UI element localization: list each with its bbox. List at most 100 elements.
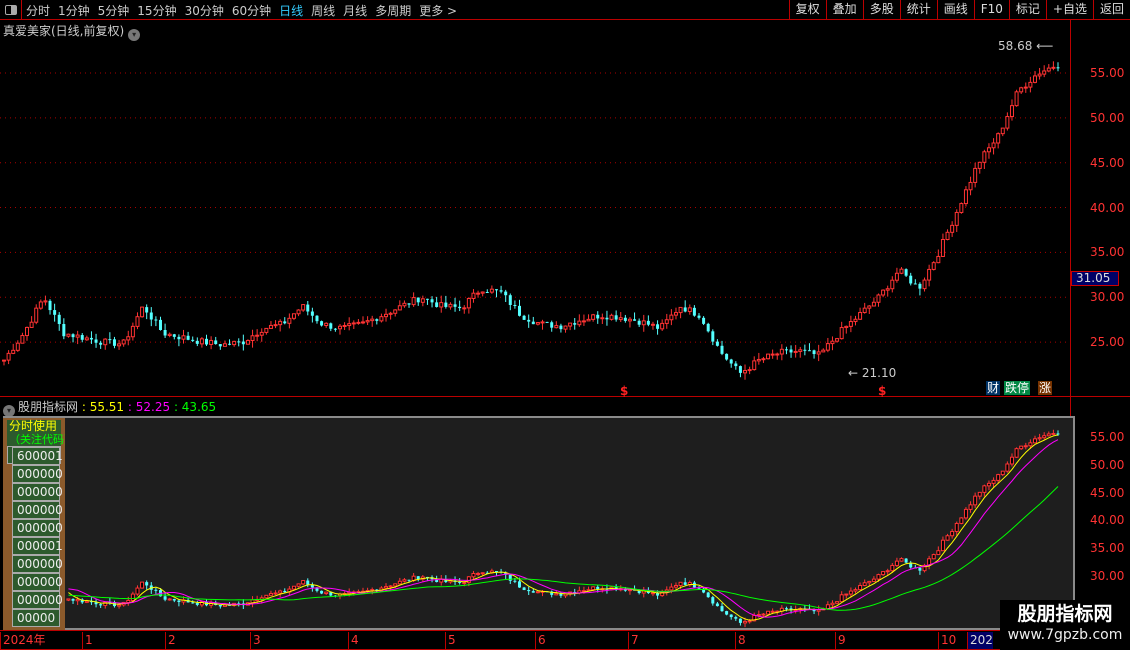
tool-button[interactable]: 复权 [788, 0, 826, 20]
candle-body [1042, 435, 1047, 439]
candle-body [29, 321, 34, 328]
candle-body [559, 593, 563, 596]
candle-body [186, 335, 190, 340]
candle-body [94, 339, 98, 343]
price-tick: 35.00 [1090, 245, 1125, 260]
candle-body [876, 294, 881, 303]
candle-body [80, 599, 84, 603]
candle-body [581, 320, 586, 323]
candle-body [84, 337, 89, 341]
period-tab[interactable]: 30分钟 [184, 4, 224, 18]
chevron-down-icon[interactable]: ▾ [3, 405, 15, 417]
candle-body [821, 349, 826, 353]
watch-code[interactable]: 00000 [12, 609, 60, 627]
tool-button[interactable]: +自选 [1045, 0, 1093, 20]
period-tab[interactable]: 60分钟 [231, 4, 272, 18]
period-tab[interactable]: 1分钟 [58, 4, 90, 18]
candle-body [351, 322, 356, 325]
candle-body [807, 350, 811, 352]
period-tab[interactable]: 分时 [26, 4, 51, 18]
candle-body [931, 554, 936, 560]
candle-body [402, 579, 407, 582]
period-tab[interactable]: 更多 > [419, 4, 458, 18]
tool-button[interactable]: F10 [973, 0, 1009, 20]
tool-button[interactable]: 返回 [1092, 0, 1130, 20]
price-tick: 25.00 [1090, 335, 1125, 350]
side-header-subtitle: （关注代码） [9, 433, 65, 446]
candle-body [702, 588, 706, 593]
watch-code[interactable]: 000000 [12, 573, 63, 591]
candle-body [370, 318, 375, 322]
month-label: 4 [348, 632, 359, 649]
candle-body [108, 339, 112, 341]
price-tick: 55.00 [1090, 66, 1125, 80]
chevron-down-icon[interactable]: ▾ [128, 29, 141, 41]
candle-body [527, 590, 531, 592]
watch-code[interactable]: 000000 [12, 591, 63, 609]
top-toolbar: 分时 1分钟 5分钟 15分钟 30分钟 60分钟 日线 周线 月线 多周期 更多 > 复权 叠加 多股… [0, 0, 1130, 20]
period-tab[interactable]: 15分钟 [137, 4, 177, 18]
ma-30-line [68, 486, 1059, 611]
badge-finance[interactable]: 财 [986, 381, 1001, 395]
candle-body [986, 482, 991, 487]
candle-body [968, 181, 973, 191]
indicator-tick: 45.00 [1090, 485, 1125, 500]
candle-body [789, 608, 793, 611]
candle-body [963, 508, 968, 519]
candle-body [711, 331, 715, 342]
candle-body [982, 485, 987, 493]
period-tab[interactable]: 5分钟 [97, 4, 130, 18]
candle-body [1032, 75, 1037, 83]
candle-body [466, 297, 471, 309]
tool-button[interactable]: 标记 [1008, 0, 1046, 20]
candle-body [130, 325, 135, 338]
tool-button[interactable]: 画线 [936, 0, 974, 20]
dividend-marker[interactable]: $ [620, 384, 628, 398]
candle-body [830, 340, 835, 345]
candle-body [379, 316, 384, 322]
sidebar-toggle-button[interactable] [0, 0, 22, 20]
month-label: 2024年 [0, 632, 46, 649]
candle-body [513, 304, 517, 306]
month-label: 10 [938, 632, 956, 649]
candle-body [1014, 448, 1019, 458]
period-tab[interactable]: 月线 [343, 4, 368, 18]
candle-body [1032, 438, 1037, 444]
badge-limit-down[interactable]: 跌停 [1004, 381, 1031, 395]
candle-body [416, 576, 420, 580]
candle-body [384, 313, 389, 318]
candle-body [936, 550, 941, 556]
watch-code[interactable]: 000000 [12, 483, 63, 501]
badge-limit-up[interactable]: 涨 [1038, 381, 1053, 395]
dividend-marker[interactable]: $ [878, 384, 886, 398]
candle-body [273, 324, 278, 327]
watch-code[interactable]: 000001 [12, 537, 63, 555]
candle-body [734, 363, 738, 367]
candle-body [747, 369, 752, 372]
candle-body [480, 291, 485, 294]
indicator-tick: 40.00 [1090, 513, 1125, 528]
price-tick: 45.00 [1090, 155, 1125, 170]
candle-body [1000, 127, 1005, 135]
watch-code[interactable]: 000000 [12, 501, 63, 519]
period-tab[interactable]: 周线 [311, 4, 336, 18]
watch-code[interactable]: 000000 [12, 465, 63, 483]
watch-code[interactable]: 000000 [12, 555, 63, 573]
candle-body [259, 331, 264, 336]
watch-code[interactable]: 000000 [12, 519, 63, 537]
candle-body [99, 604, 103, 606]
candle-body [899, 558, 904, 562]
period-tab[interactable]: 多周期 [375, 4, 412, 18]
candle-body [673, 312, 678, 316]
candle-body [402, 302, 407, 307]
period-tab[interactable]: 日线 [279, 4, 304, 18]
tool-button[interactable]: 叠加 [825, 0, 863, 20]
tool-button[interactable]: 多股 [862, 0, 900, 20]
watch-code[interactable]: 600001 [12, 447, 63, 465]
tool-button[interactable]: 统计 [899, 0, 937, 20]
pane-divider[interactable] [0, 396, 1130, 397]
candle-body [508, 295, 512, 305]
candle-body [291, 585, 296, 590]
candle-body [517, 581, 521, 588]
